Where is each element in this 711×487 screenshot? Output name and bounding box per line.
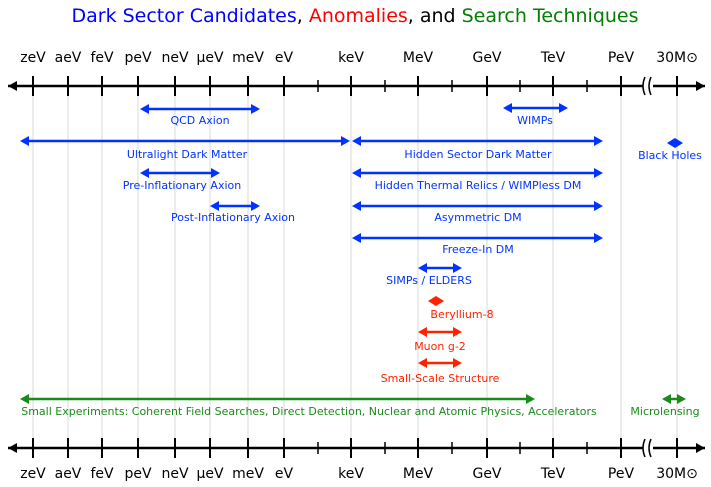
item-label: QCD Axion xyxy=(170,114,229,127)
axis-label: keV xyxy=(338,50,364,66)
axis-label: aeV xyxy=(55,466,82,482)
title-part: Dark Sector Candidates xyxy=(71,5,296,27)
axis-label: μeV xyxy=(196,50,224,66)
axis-label: peV xyxy=(124,50,152,66)
title-part: , xyxy=(297,5,303,27)
axis-label: aeV xyxy=(55,50,82,66)
item-label: Hidden Sector Dark Matter xyxy=(404,148,552,161)
item-label: Black Holes xyxy=(638,149,702,162)
title-part: Anomalies xyxy=(309,5,408,27)
axis-label: PeV xyxy=(608,466,635,482)
axis-label: MeV xyxy=(403,50,434,66)
axis-break-mark xyxy=(642,438,652,458)
axis-break xyxy=(643,77,653,95)
arrow-head xyxy=(418,327,462,337)
diamond-marker xyxy=(667,138,683,148)
axis-label: neV xyxy=(161,466,188,482)
item-label: Asymmetric DM xyxy=(434,211,521,224)
axis-label: eV xyxy=(275,50,294,66)
item-label: Beryllium-8 xyxy=(430,308,493,321)
item-label: Ultralight Dark Matter xyxy=(127,148,248,161)
axis-label: 30M⊙ xyxy=(656,466,698,482)
axis-break xyxy=(643,439,653,457)
axis-label: meV xyxy=(232,50,264,66)
axis-label: feV xyxy=(90,466,114,482)
axis-label: 30M⊙ xyxy=(656,50,698,66)
item-label: WIMPs xyxy=(517,114,553,127)
axis-label: TeV xyxy=(540,466,566,482)
axis-label: eV xyxy=(275,466,294,482)
arrow-head xyxy=(140,168,220,178)
item-label: Small Experiments: Coherent Field Search… xyxy=(21,405,597,418)
axis-label: μeV xyxy=(196,466,224,482)
item-label: SIMPs / ELDERS xyxy=(386,274,472,287)
title-part: Search Techniques xyxy=(462,5,639,27)
item-label: Muon g-2 xyxy=(414,340,466,353)
axis-label: feV xyxy=(90,50,114,66)
item-label: Hidden Thermal Relics / WIMPless DM xyxy=(375,179,582,192)
axis-label: peV xyxy=(124,466,152,482)
axis-label: GeV xyxy=(472,50,501,66)
diamond-marker xyxy=(428,296,444,306)
title-part: , and xyxy=(408,5,456,27)
item-label: Post-Inflationary Axion xyxy=(171,211,295,224)
axis-label: GeV xyxy=(472,466,501,482)
item-label: Microlensing xyxy=(630,405,699,418)
axis-label: keV xyxy=(338,466,364,482)
axis-break-mark xyxy=(642,76,652,96)
axis-label: meV xyxy=(232,466,264,482)
axis-label: TeV xyxy=(540,50,566,66)
arrow-head xyxy=(662,394,686,404)
arrow-head xyxy=(418,358,462,368)
item-label: Pre-Inflationary Axion xyxy=(123,179,242,192)
item-label: Small-Scale Structure xyxy=(381,372,500,385)
axis-label: MeV xyxy=(403,466,434,482)
axis-label: neV xyxy=(161,50,188,66)
item-label: Freeze-In DM xyxy=(442,243,514,256)
axis-label: zeV xyxy=(20,466,46,482)
axis-label: zeV xyxy=(20,50,46,66)
arrow-head xyxy=(418,263,462,273)
title: Dark Sector Candidates, Anomalies, and Sea… xyxy=(71,5,638,27)
axis-label: PeV xyxy=(608,50,635,66)
